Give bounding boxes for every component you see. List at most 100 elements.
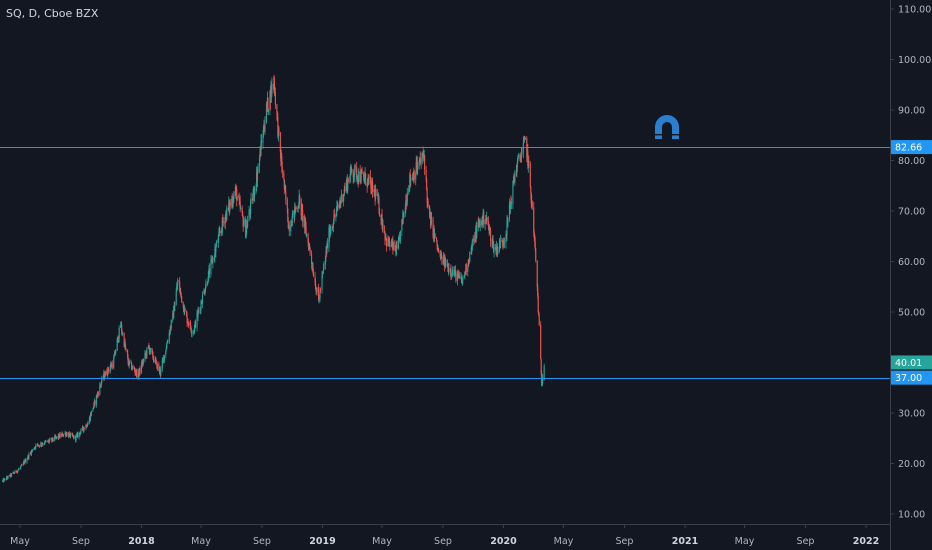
candle-body: [102, 377, 104, 379]
candle-body: [153, 359, 155, 363]
candle-body: [265, 104, 268, 124]
candle-body: [235, 186, 237, 189]
candle-body: [364, 177, 366, 181]
candle-body: [7, 475, 9, 479]
candle-body: [431, 217, 433, 220]
candle-body: [131, 368, 133, 370]
candle-body: [93, 402, 95, 407]
candle-body: [121, 324, 123, 332]
candle-body: [217, 235, 219, 243]
candle-body: [295, 208, 297, 212]
candle-body: [427, 201, 429, 207]
candle-body: [17, 469, 20, 471]
candle-body: [109, 367, 111, 372]
candle-body: [2, 480, 4, 482]
candle-body: [529, 163, 531, 187]
candle-body: [321, 273, 324, 276]
price-tick-label: 70.00: [898, 207, 925, 218]
candle-body: [59, 434, 61, 437]
candle-body: [40, 442, 42, 446]
candle-body: [541, 373, 543, 386]
candle-body: [420, 159, 422, 163]
candle-body: [290, 225, 292, 232]
candle-body: [415, 172, 417, 180]
candle-body: [128, 360, 130, 366]
candle-body: [347, 178, 349, 191]
candle-body: [360, 171, 362, 183]
candle-body: [90, 410, 92, 416]
time-tick-label: May: [10, 536, 30, 547]
candle-body: [389, 245, 391, 247]
candle-body: [24, 459, 27, 463]
candle-body: [187, 322, 189, 324]
candle-body: [406, 192, 408, 203]
candle-body: [391, 244, 393, 245]
candle-body: [458, 274, 460, 278]
time-tick-label: May: [191, 536, 211, 547]
candle-body: [166, 342, 168, 344]
candle-body: [104, 371, 106, 377]
candle-body: [156, 363, 158, 369]
candle-body: [422, 152, 424, 160]
candle-body: [249, 210, 251, 213]
candle-body: [155, 358, 157, 361]
candle-body: [343, 194, 345, 197]
candle-body: [190, 327, 192, 332]
candle-body: [343, 188, 345, 195]
candle-body: [260, 140, 262, 156]
candle-body: [508, 203, 511, 219]
candle-body: [135, 370, 138, 377]
candle-body: [186, 311, 188, 316]
candle-body: [86, 424, 88, 427]
candle-body: [163, 354, 165, 362]
candle-body: [196, 313, 198, 328]
time-tick-label: May: [372, 536, 392, 547]
candle-body: [531, 200, 533, 208]
candle-body: [124, 341, 126, 347]
candle-body: [444, 258, 447, 267]
candle-body: [118, 338, 120, 342]
time-tick-label: Sep: [797, 536, 815, 547]
candle-body: [52, 437, 54, 441]
candle-body: [298, 207, 300, 209]
candle-body: [132, 366, 134, 368]
candle-body: [86, 426, 88, 428]
candle-body: [524, 138, 526, 140]
candle-body: [297, 208, 299, 210]
candle-body: [257, 166, 259, 172]
candle-body: [350, 166, 352, 174]
candle-body: [21, 464, 23, 466]
price-tick-label: 30.00: [898, 409, 925, 420]
candle-body: [377, 194, 379, 200]
candle-body: [394, 241, 396, 250]
candle-body: [264, 123, 266, 131]
candle-body: [68, 433, 70, 437]
candle-body: [329, 231, 331, 238]
candle-body: [167, 341, 169, 343]
candle-body: [442, 257, 445, 265]
candle-body: [20, 465, 22, 468]
candle-body: [318, 298, 320, 300]
candle-body: [89, 414, 91, 420]
candle-body: [162, 359, 164, 361]
time-axis: May Sep 2018 May Sep 2019 May Sep 2020 May Sep 2021…: [0, 524, 890, 547]
candle-body: [325, 250, 327, 258]
candle-body: [453, 269, 455, 276]
candle-body: [287, 221, 289, 229]
candle-body: [509, 201, 511, 210]
candle-body: [424, 155, 426, 170]
candle-body: [537, 286, 539, 296]
candle-body: [381, 214, 383, 228]
candle-body: [477, 222, 479, 227]
candle-body: [274, 91, 276, 93]
candle-body: [165, 350, 167, 355]
candle-body: [103, 373, 105, 379]
candle-body: [173, 305, 175, 318]
candle-body: [218, 231, 220, 236]
candle-body: [45, 441, 47, 443]
candle-body: [367, 178, 369, 180]
candle-body: [467, 266, 469, 272]
candle-body: [151, 347, 153, 352]
candle-body: [276, 104, 278, 114]
